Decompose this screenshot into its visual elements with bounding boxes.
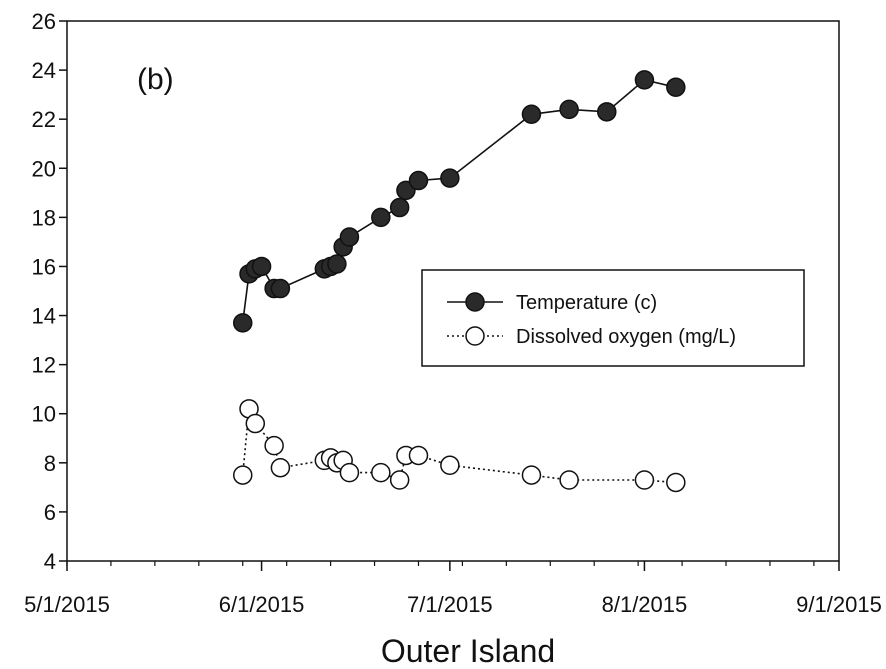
- x-tick-label: 8/1/2015: [602, 592, 688, 617]
- legend-label-dissolved-oxygen: Dissolved oxygen (mg/L): [516, 326, 736, 348]
- temperature-point: [327, 254, 347, 274]
- x-tick-label: 6/1/2015: [219, 592, 305, 617]
- dissolved-oxygen-line: [241, 408, 676, 484]
- dissolved-oxygen-point: [408, 445, 429, 466]
- temperature-point: [251, 256, 272, 277]
- y-tick-label: 8: [44, 451, 56, 476]
- chart-title: Outer Island: [381, 633, 555, 669]
- y-tick-label: 10: [32, 402, 56, 427]
- y-tick-label: 22: [32, 107, 56, 132]
- plot-area: [66, 20, 840, 562]
- y-tick-label: 24: [32, 58, 56, 83]
- y-tick-label: 6: [44, 500, 56, 525]
- temperature-point: [559, 99, 579, 120]
- legend-marker-temperature: [465, 292, 485, 312]
- temperature-point: [389, 197, 410, 218]
- dissolved-oxygen-point: [339, 462, 360, 483]
- dissolved-oxygen-point: [270, 457, 291, 478]
- dissolved-oxygen-point: [232, 465, 253, 485]
- x-tick-label: 9/1/2015: [796, 592, 882, 617]
- dissolved-oxygen-point: [521, 465, 542, 485]
- temperature-point: [440, 168, 460, 188]
- temperature-point: [666, 77, 686, 98]
- y-tick-label: 4: [44, 549, 56, 574]
- legend: Temperature (c) Dissolved oxygen (mg/L): [421, 269, 805, 367]
- dissolved-oxygen-point: [634, 470, 655, 490]
- temperature-point: [232, 313, 253, 333]
- y-axis: 4 6 8 10 12 14 16 18 20 22 24 26: [32, 9, 67, 574]
- legend-marker-dissolved-oxygen: [465, 326, 485, 346]
- y-tick-label: 26: [32, 9, 56, 34]
- dissolved-oxygen-point: [371, 462, 391, 483]
- legend-label-temperature: Temperature (c): [516, 292, 657, 314]
- y-tick-label: 12: [32, 353, 56, 378]
- x-axis: 5/1/2015 6/1/2015 7/1/2015 8/1/2015 9/1/2015: [24, 561, 882, 617]
- x-tick-label: 5/1/2015: [24, 592, 110, 617]
- panel-label: (b): [137, 63, 174, 96]
- y-tick-label: 18: [32, 205, 56, 230]
- plot-border: [66, 20, 840, 562]
- temperature-point: [597, 102, 617, 122]
- dissolved-oxygen-point: [389, 470, 410, 490]
- series-layer: [232, 70, 686, 493]
- x-tick-label: 7/1/2015: [407, 592, 493, 617]
- temperature-point: [270, 278, 291, 299]
- y-tick-label: 16: [32, 254, 56, 279]
- temperature-point: [408, 170, 429, 191]
- dissolved-oxygen-point: [264, 435, 284, 456]
- series-dissolved-oxygen: [232, 399, 686, 493]
- temperature-point: [634, 70, 655, 90]
- temperature-point: [521, 104, 542, 125]
- dissolved-oxygen-point: [559, 470, 579, 490]
- y-tick-label: 20: [32, 156, 56, 181]
- temperature-point: [339, 227, 360, 247]
- dissolved-oxygen-point: [245, 413, 266, 434]
- y-tick-label: 14: [32, 304, 56, 329]
- temperature-point: [371, 207, 391, 228]
- legend-box: [421, 269, 805, 367]
- series-temperature: [232, 70, 686, 333]
- dissolved-oxygen-point: [440, 455, 460, 476]
- dissolved-oxygen-point: [666, 472, 686, 493]
